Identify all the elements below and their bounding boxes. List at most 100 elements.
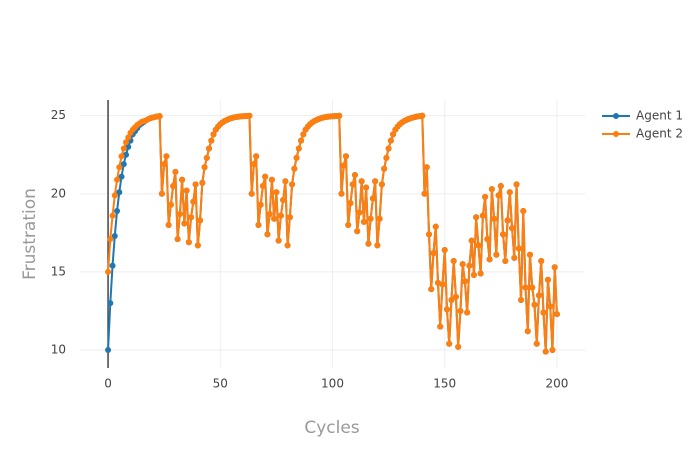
point [116, 189, 123, 196]
point [378, 181, 385, 188]
point [188, 214, 195, 221]
y-tick-label: 20 [51, 186, 66, 200]
point [266, 211, 273, 218]
point [527, 251, 534, 258]
point [547, 303, 554, 310]
point [161, 161, 168, 168]
point [342, 153, 349, 160]
point [426, 231, 433, 238]
point [338, 190, 345, 197]
point [383, 154, 390, 161]
point [455, 343, 462, 350]
point [484, 236, 491, 243]
point [544, 276, 551, 283]
point [351, 172, 358, 179]
point [437, 323, 444, 330]
legend-label: Agent 2 [636, 127, 683, 141]
point [199, 179, 206, 186]
point [372, 178, 379, 185]
point [181, 220, 188, 227]
legend-marker [613, 113, 619, 119]
point [250, 161, 257, 168]
point [105, 347, 112, 354]
point [158, 190, 165, 197]
point [535, 292, 542, 299]
point [486, 256, 493, 263]
point [524, 328, 531, 335]
point [423, 164, 430, 171]
point [387, 137, 394, 144]
point [156, 113, 163, 120]
point [464, 309, 471, 316]
point [289, 181, 296, 188]
point [461, 278, 468, 285]
point [538, 257, 545, 264]
point [253, 153, 260, 160]
point [482, 193, 489, 200]
point [201, 164, 208, 171]
point [506, 189, 513, 196]
point [356, 209, 363, 216]
point [111, 232, 118, 239]
x-axis-title: Cycles [304, 418, 359, 438]
legend-item: Agent 1 [602, 109, 683, 123]
point [428, 286, 435, 293]
point [349, 181, 356, 188]
point [365, 240, 372, 247]
point [120, 161, 127, 168]
point [210, 131, 217, 138]
point [466, 262, 473, 269]
point [120, 145, 127, 152]
point [277, 212, 284, 219]
point [520, 207, 527, 214]
point [360, 218, 367, 225]
point [369, 195, 376, 202]
point [540, 309, 547, 316]
point [340, 162, 347, 169]
point [347, 200, 354, 207]
point [192, 181, 199, 188]
y-tick-label: 15 [51, 264, 66, 278]
point [522, 284, 529, 291]
point [553, 311, 560, 318]
point [179, 176, 186, 183]
point [518, 297, 525, 304]
point [363, 184, 370, 191]
legend-item: Agent 2 [602, 127, 683, 141]
point [504, 217, 511, 224]
point [376, 215, 383, 222]
point [421, 190, 428, 197]
point [293, 154, 300, 161]
point [275, 237, 282, 244]
point [107, 236, 114, 243]
legend-label: Agent 1 [636, 109, 683, 123]
point [468, 237, 475, 244]
point [432, 223, 439, 230]
point [367, 215, 374, 222]
point [118, 173, 125, 180]
point [452, 293, 459, 300]
point [298, 137, 305, 144]
point [268, 176, 275, 183]
point [282, 178, 289, 185]
point [109, 262, 116, 269]
point [511, 254, 518, 261]
point [419, 112, 426, 119]
point [430, 250, 437, 257]
point [470, 272, 477, 279]
x-tick-label: 100 [321, 377, 344, 391]
point [165, 222, 172, 229]
x-tick-label: 50 [213, 377, 228, 391]
point [354, 228, 361, 235]
point [170, 182, 177, 189]
point [551, 264, 558, 271]
point [497, 182, 504, 189]
x-tick-label: 150 [433, 377, 456, 391]
x-tick-label: 200 [545, 377, 568, 391]
point [125, 134, 132, 141]
y-tick-label: 25 [51, 108, 66, 122]
point [109, 212, 116, 219]
point [390, 131, 397, 138]
